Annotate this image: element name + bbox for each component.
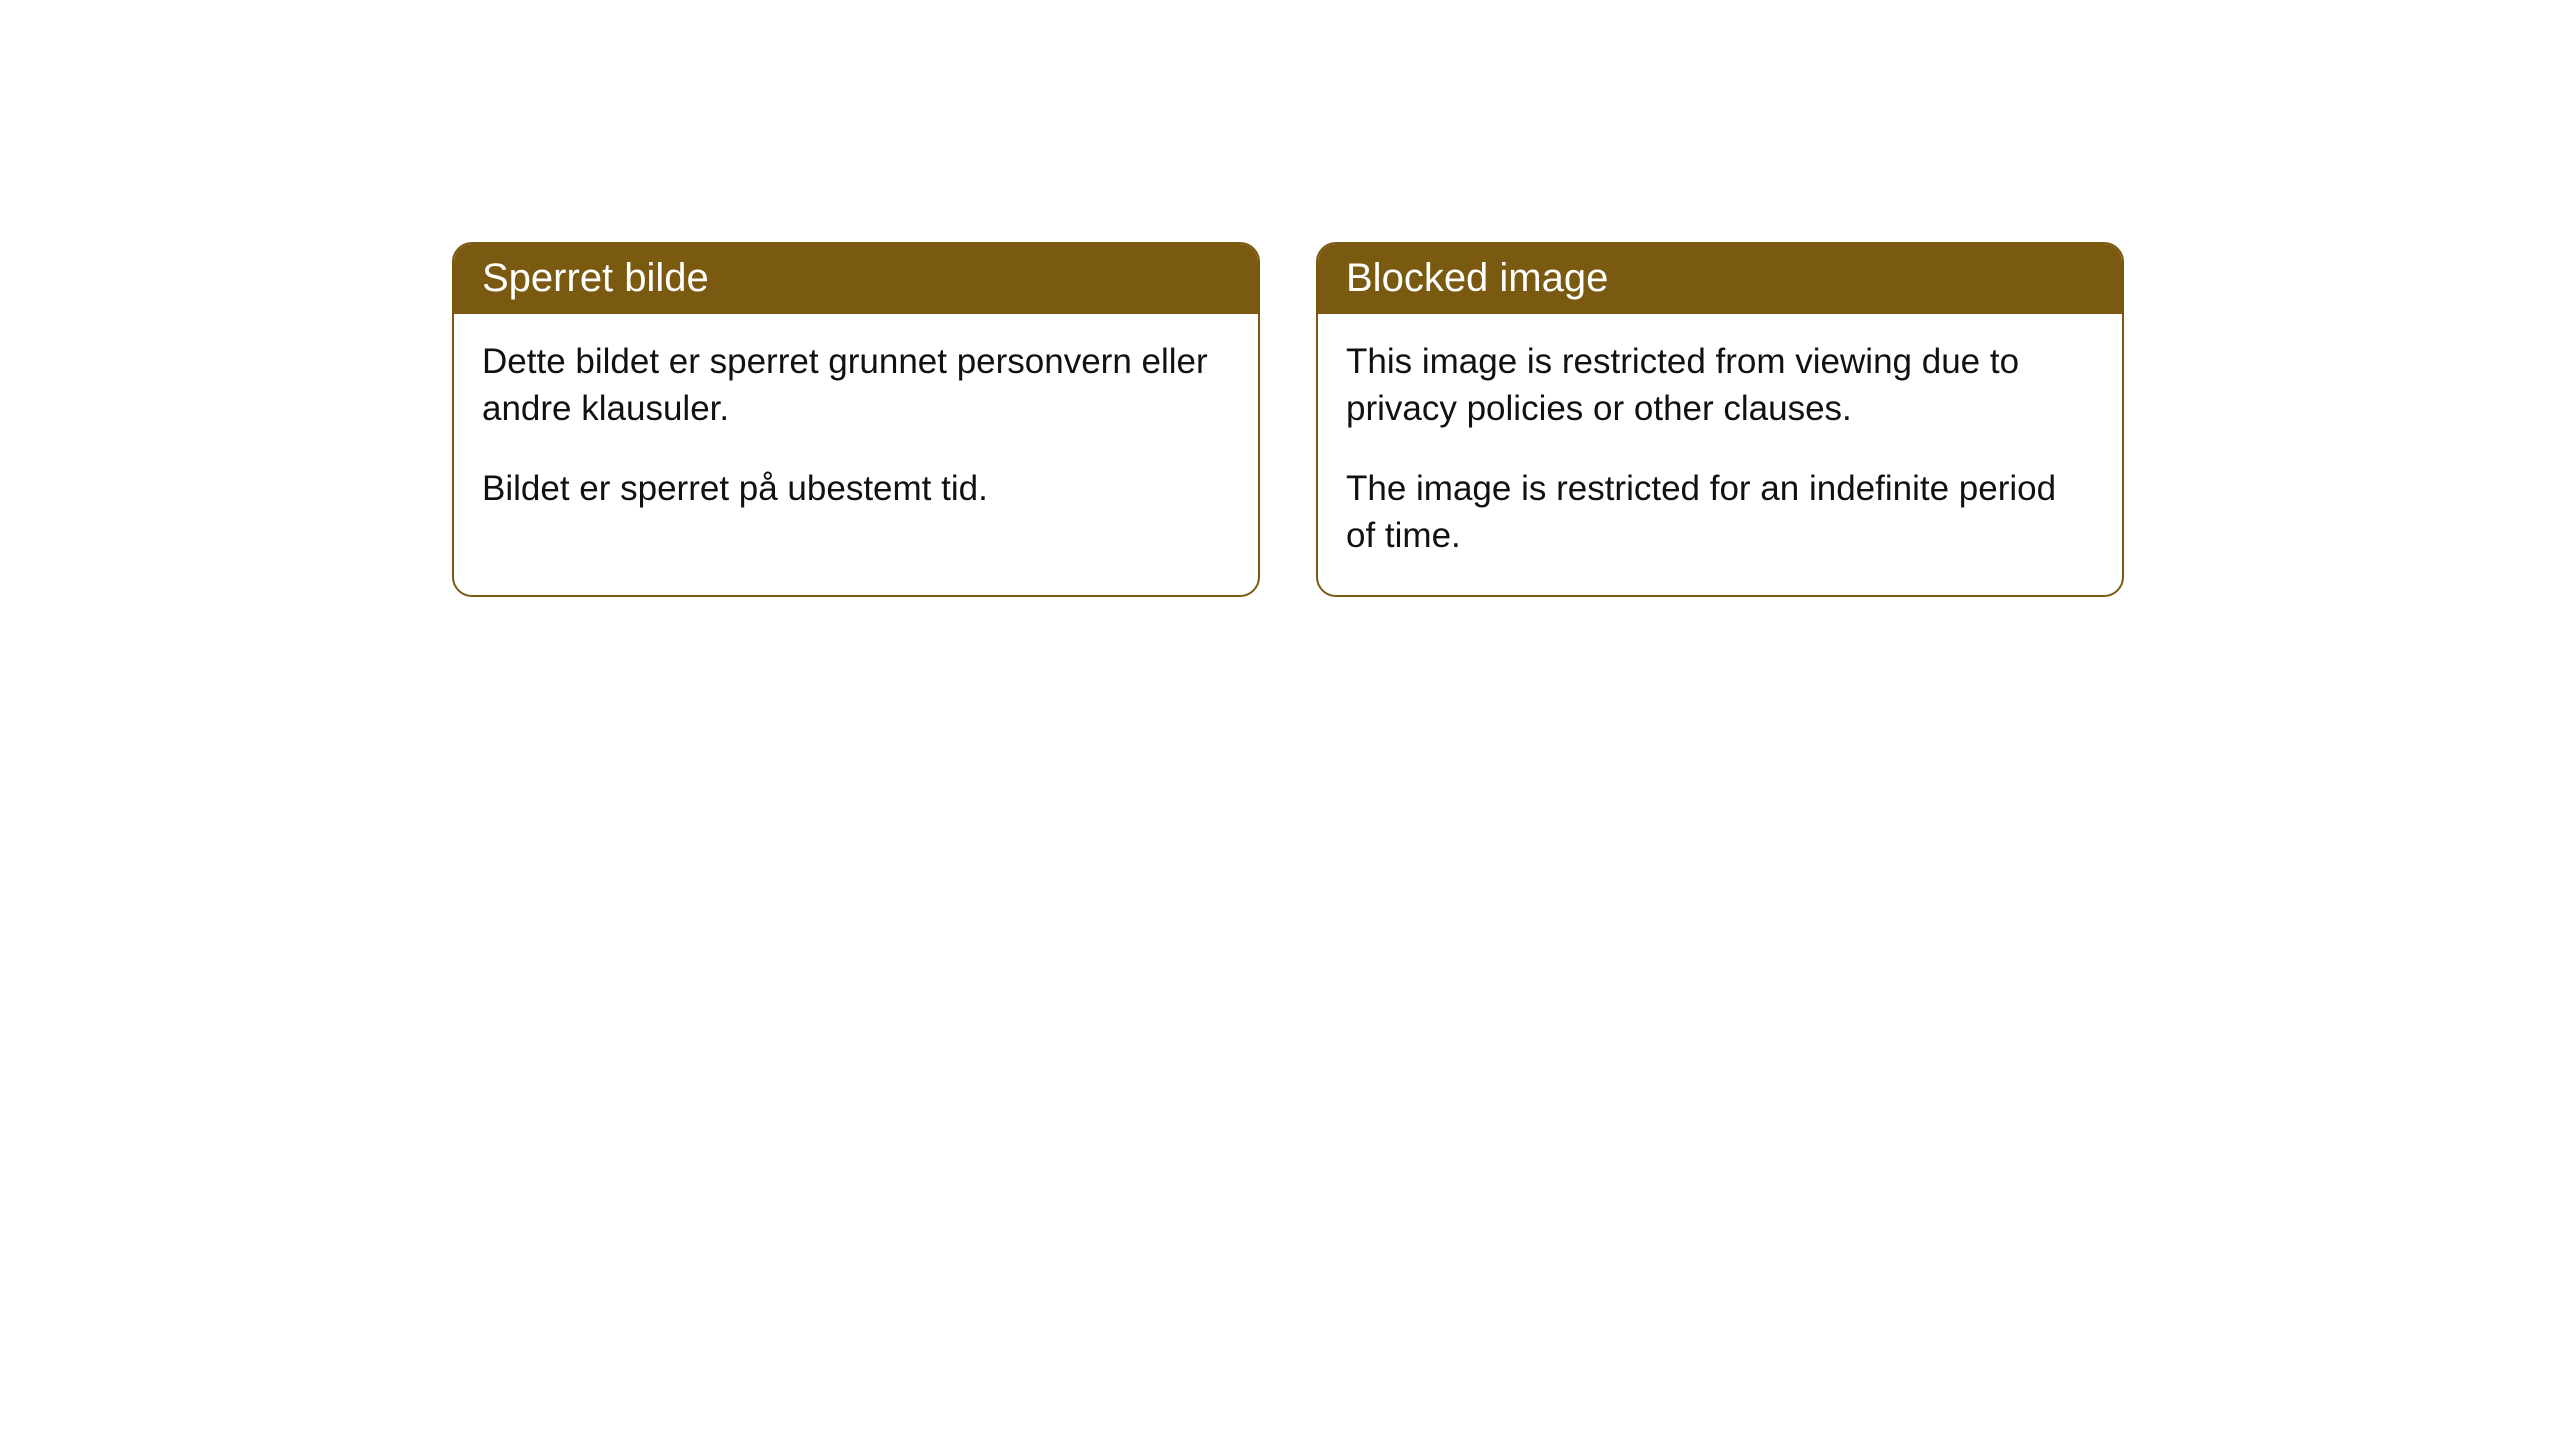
card-body: This image is restricted from viewing du… <box>1318 314 2122 595</box>
card-paragraph: Bildet er sperret på ubestemt tid. <box>482 465 1230 512</box>
card-paragraph: Dette bildet er sperret grunnet personve… <box>482 338 1230 433</box>
blocked-image-card-en: Blocked image This image is restricted f… <box>1316 242 2124 597</box>
blocked-image-card-no: Sperret bilde Dette bildet er sperret gr… <box>452 242 1260 597</box>
card-body: Dette bildet er sperret grunnet personve… <box>454 314 1258 548</box>
notice-cards-row: Sperret bilde Dette bildet er sperret gr… <box>452 242 2124 597</box>
card-title: Sperret bilde <box>454 244 1258 314</box>
card-title: Blocked image <box>1318 244 2122 314</box>
card-paragraph: This image is restricted from viewing du… <box>1346 338 2094 433</box>
card-paragraph: The image is restricted for an indefinit… <box>1346 465 2094 560</box>
